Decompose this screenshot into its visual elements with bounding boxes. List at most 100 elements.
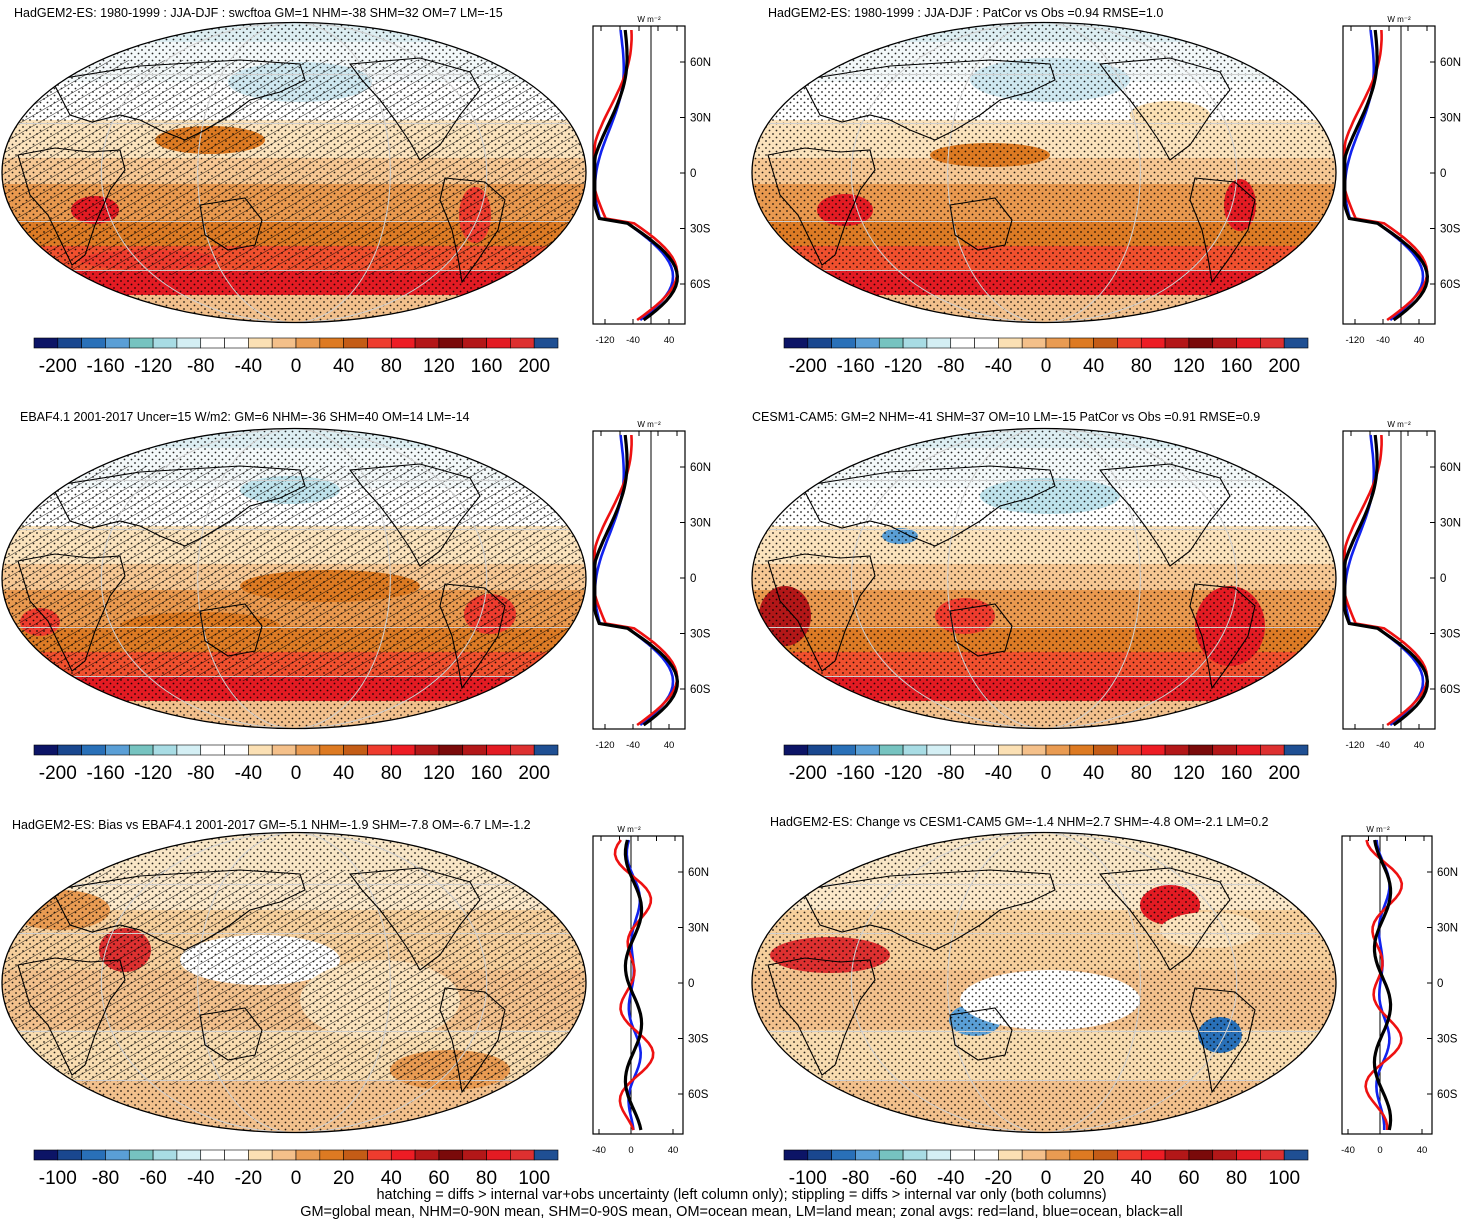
panel-title: CESM1-CAM5: GM=2 NHM=-41 SHM=37 OM=10 LM… (752, 410, 1261, 424)
colorbar: -100 -80 -60 -40 -20 0 20 40 60 80 100 (33, 1149, 559, 1189)
colorbar-label: 160 (471, 356, 503, 377)
colorbar-label: 0 (1041, 763, 1052, 784)
colorbar-label: 40 (381, 1168, 402, 1189)
colorbar-swatch (390, 337, 416, 349)
lat-tick-label: 60S (690, 684, 711, 696)
colorbar-label: -200 (39, 763, 77, 784)
lat-tick-label: 0 (1437, 978, 1443, 990)
colorbar-swatch (1045, 1149, 1071, 1161)
colorbar-swatch (1140, 337, 1166, 349)
lat-tick-label: 60S (690, 279, 711, 291)
colorbar-label: -120 (134, 356, 172, 377)
colorbar-label: 60 (1178, 1168, 1199, 1189)
zonal-all-line (1372, 839, 1393, 1131)
colorbar-swatch (1164, 744, 1190, 756)
colorbar-swatch (57, 337, 82, 349)
lat-tick-label: 30N (688, 923, 709, 935)
colorbar-swatch (176, 337, 202, 349)
colorbar-swatch (105, 337, 130, 349)
colorbar-swatch (486, 337, 511, 349)
colorbar-label: -120 (884, 356, 922, 377)
colorbar-swatch (878, 744, 904, 756)
colorbar-label: 160 (471, 763, 503, 784)
colorbar-swatch (81, 1149, 106, 1161)
zonal-tick-label: 40 (1414, 740, 1425, 751)
colorbar-label: 0 (1041, 1168, 1052, 1189)
zonal-tick-label: -40 (1341, 1145, 1355, 1156)
colorbar-swatch (998, 1149, 1023, 1161)
colorbar-label: -200 (39, 356, 77, 377)
colorbar-swatch (271, 1149, 297, 1161)
colorbar-swatch (783, 744, 809, 756)
zonal-tick-label: 40 (664, 740, 675, 751)
colorbar-swatch (831, 337, 856, 349)
colorbar-swatch (224, 337, 249, 349)
colorbar-label: -40 (187, 1168, 214, 1189)
lat-tick-label: 30S (1440, 629, 1461, 641)
colorbar-swatch (414, 337, 440, 349)
zonal-all-line (1343, 29, 1430, 322)
colorbar-swatch (950, 744, 975, 756)
colorbar-swatch (105, 1149, 130, 1161)
colorbar-swatch (33, 744, 59, 756)
colorbar-swatch (295, 744, 321, 756)
colorbar-swatch (902, 744, 928, 756)
colorbar-swatch (807, 1149, 832, 1161)
colorbar-label: 0 (291, 1168, 302, 1189)
colorbar-swatch (902, 337, 928, 349)
zonal-tick-label: 40 (1417, 1145, 1428, 1156)
zonal-mean-plot: W m⁻² 60N 30N 0 30S 60S -120 -40 40 (592, 420, 711, 751)
colorbar-swatch (486, 744, 511, 756)
colorbar-label: 200 (518, 356, 550, 377)
colorbar-label: 80 (1131, 763, 1152, 784)
lat-tick-label: 30S (1440, 224, 1461, 236)
zonal-tick-label: 40 (668, 1145, 679, 1156)
colorbar: -100 -80 -60 -40 -20 0 20 40 60 80 100 (783, 1149, 1309, 1189)
colorbar-swatch (998, 337, 1023, 349)
colorbar-swatch (807, 744, 832, 756)
colorbar-label: -40 (937, 1168, 964, 1189)
colorbar-swatch (152, 744, 178, 756)
colorbar-label: 160 (1221, 763, 1253, 784)
colorbar-label: 0 (1041, 356, 1052, 377)
lat-tick-label: 60N (1440, 57, 1461, 69)
units-label: W m⁻² (637, 420, 661, 429)
colorbar-swatch (1260, 337, 1285, 349)
colorbar-label: -40 (985, 763, 1012, 784)
zonal-land-line (1343, 434, 1429, 727)
lat-tick-label: 30S (690, 224, 711, 236)
colorbar-label: -80 (842, 1168, 869, 1189)
colorbar-swatch (200, 744, 225, 756)
colorbar-swatch (152, 1149, 178, 1161)
zonal-tick-label: -40 (626, 740, 640, 751)
lat-tick-label: 60N (688, 867, 709, 879)
zonal-tick-label: 40 (1414, 335, 1425, 346)
lat-tick-label: 60S (1437, 1089, 1458, 1101)
lat-tick-label: 30N (690, 113, 711, 125)
colorbar: -200 -160 -120 -80 -40 0 40 80 120 160 200 (783, 337, 1309, 377)
zonal-mean-plot: W m⁻² 60N 30N 0 30S 60S -40 0 40 (1341, 825, 1458, 1156)
zonal-tick-label: -120 (595, 335, 614, 346)
zonal-all-line (1343, 434, 1430, 727)
lat-tick-label: 60S (1440, 279, 1461, 291)
colorbar-label: 80 (476, 1168, 497, 1189)
lat-tick-label: 30N (690, 518, 711, 530)
colorbar-swatch (1117, 1149, 1142, 1161)
colorbar-label: 40 (1083, 763, 1104, 784)
colorbar-swatch (855, 744, 880, 756)
caption-line-2: GM=global mean, NHM=0-90N mean, SHM=0-90… (300, 1204, 1183, 1220)
units-label: W m⁻² (637, 15, 661, 24)
colorbar-swatch (807, 337, 832, 349)
colorbar-label: -60 (889, 1168, 916, 1189)
zonal-mean-plot: W m⁻² 60N 30N 0 30S 60S -120 -40 40 (592, 15, 711, 346)
colorbar-swatch (950, 1149, 975, 1161)
colorbar-label: 100 (518, 1168, 550, 1189)
colorbar-swatch (57, 744, 82, 756)
colorbar-swatch (295, 337, 321, 349)
colorbar-label: 120 (1173, 763, 1205, 784)
colorbar-label: 160 (1221, 356, 1253, 377)
zonal-tick-label: -120 (595, 740, 614, 751)
colorbar-swatch (974, 1149, 999, 1161)
colorbar-swatch (1117, 337, 1142, 349)
zonal-tick-label: -120 (1345, 335, 1364, 346)
